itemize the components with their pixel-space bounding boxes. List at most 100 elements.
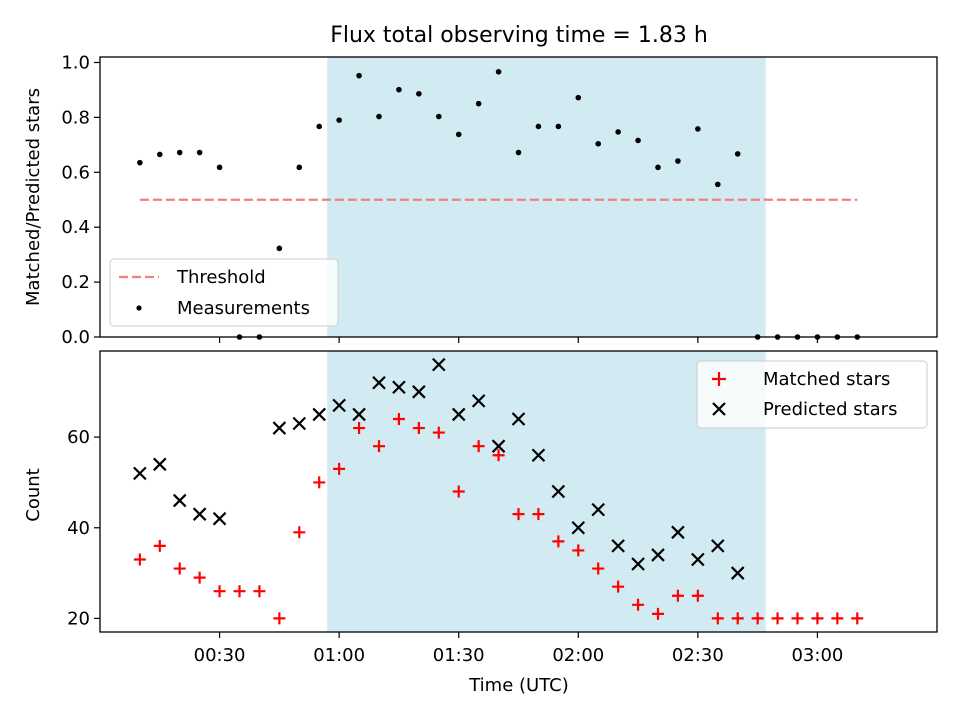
predicted-stars-point	[551, 484, 566, 499]
predicted-stars-point	[312, 407, 326, 422]
measurements-point	[376, 113, 382, 120]
measurements-point	[595, 140, 602, 147]
measurements-point	[695, 126, 701, 132]
predicted-stars-point	[691, 552, 705, 567]
x-tick-label: 02:00	[552, 645, 604, 666]
predicted-stars-point	[591, 502, 605, 517]
matched-stars-point	[253, 585, 266, 598]
ratio-panel: 0.0 0.2 0.4 0.6 0.8 1.0 Matched/Predicted sta…	[23, 52, 938, 348]
matched-stars-point	[731, 612, 744, 625]
legend-measurements-label: Measurements	[177, 298, 310, 319]
measurements-point	[196, 149, 203, 156]
measurements-point	[455, 131, 462, 138]
predicted-stars-point	[730, 566, 745, 580]
predicted-stars-point	[671, 525, 685, 540]
predicted-stars-point	[212, 511, 227, 526]
ratio-legend: Threshold Measurements	[109, 258, 339, 327]
measurements-point	[495, 69, 502, 75]
predicted-stars-point	[531, 448, 546, 463]
matched-stars-point	[691, 589, 704, 602]
legend-threshold-label: Threshold	[176, 267, 266, 288]
measurements-point	[475, 100, 482, 107]
measurements-point	[615, 129, 621, 135]
matched-stars-point	[313, 476, 326, 489]
matched-stars-point	[572, 544, 585, 557]
x-tick-label: 00:30	[194, 645, 246, 666]
matched-stars-point	[612, 580, 625, 593]
y-tick-label: 1.0	[61, 52, 90, 73]
x-tick-label: 03:00	[791, 645, 843, 666]
predicted-stars-point	[611, 539, 625, 553]
y-tick-label: 40	[67, 518, 90, 539]
y-tick-label: 0.8	[61, 107, 90, 128]
matched-stars-point	[751, 612, 764, 625]
y-tick-label: 0.2	[61, 272, 90, 293]
predicted-stars-point	[192, 507, 207, 521]
matched-stars-point	[392, 412, 405, 425]
measurements-point	[714, 181, 721, 188]
measurements-point	[336, 117, 342, 123]
matched-stars-point	[472, 440, 485, 453]
chart-title: Flux total observing time = 1.83 h	[330, 23, 708, 48]
matched-stars-point	[333, 462, 346, 475]
predicted-stars-point	[272, 421, 287, 435]
matched-stars-point	[213, 585, 226, 598]
matched-stars-point	[293, 526, 306, 539]
count-panel-frame	[99, 350, 938, 633]
predicted-stars-point	[412, 385, 426, 399]
x-tick-label: 01:00	[313, 645, 365, 666]
matched-stars-point	[652, 607, 664, 620]
matched-stars-point	[711, 612, 724, 625]
measurements-point	[216, 164, 223, 171]
matched-stars-point	[173, 562, 186, 575]
measurements-point	[435, 113, 442, 120]
predicted-stars-point	[571, 520, 586, 535]
x-axis-label: Time (UTC)	[468, 675, 569, 696]
legend-measurements-swatch	[136, 305, 142, 311]
predicted-stars-point	[372, 375, 386, 390]
x-tick-label: 01:30	[433, 645, 485, 666]
matched-stars-point	[831, 612, 844, 625]
count-y-axis-label: Count	[23, 468, 44, 521]
matched-stars-point	[133, 553, 146, 566]
matched-stars-point	[552, 535, 565, 548]
matched-stars-point	[791, 612, 804, 625]
matched-stars-point	[671, 589, 684, 602]
y-tick-label: 20	[67, 608, 90, 629]
measurements-point	[555, 123, 562, 130]
measurements-point	[137, 159, 143, 166]
measurements-point	[176, 149, 183, 156]
measurements-point	[635, 137, 641, 144]
predicted-stars-point	[631, 557, 645, 571]
measurements-point	[575, 94, 582, 101]
matched-stars-point	[353, 422, 366, 435]
legend-matched-swatch	[712, 372, 726, 386]
predicted-stars-point	[153, 457, 167, 472]
legend-predicted-swatch	[712, 402, 726, 416]
count-legend-box	[696, 360, 928, 429]
measurements-point	[316, 123, 323, 130]
ratio-legend-box	[109, 258, 339, 327]
count-panel: 20 40 60 00:30 01:00 01:30 02:00 02:30 03:00 Cou…	[23, 350, 938, 666]
count-legend: Matched stars Predicted stars	[696, 360, 928, 429]
measurements-point	[734, 151, 741, 157]
matched-stars-point	[532, 508, 545, 521]
ratio-y-axis-label: Matched/Predicted stars	[23, 88, 44, 306]
matched-stars-point	[492, 449, 505, 462]
legend-matched-label: Matched stars	[763, 369, 890, 390]
measurements-point	[675, 158, 681, 164]
matched-stars-point	[811, 612, 824, 625]
measurements-point	[356, 72, 362, 79]
matched-stars-point	[432, 426, 445, 439]
matched-stars-point	[273, 612, 286, 625]
measurements-point	[535, 123, 542, 130]
predicted-stars-point	[172, 493, 187, 508]
predicted-stars-point	[352, 407, 366, 422]
y-tick-label: 0.6	[61, 162, 90, 183]
matched-stars-point	[512, 508, 525, 521]
matched-stars-point	[373, 440, 385, 453]
predicted-stars-point	[392, 380, 406, 395]
measurements-point	[655, 164, 661, 171]
predicted-stars-point	[511, 412, 526, 426]
predicted-stars-point	[292, 416, 307, 431]
